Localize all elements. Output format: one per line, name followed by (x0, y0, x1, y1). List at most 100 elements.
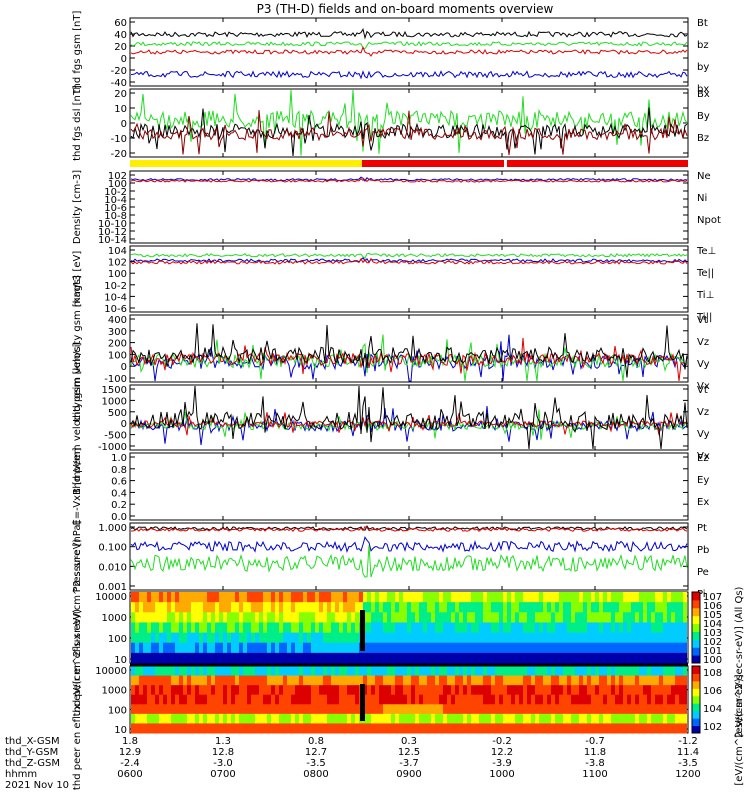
heatmap-cell (631, 704, 635, 715)
heatmap-cell (591, 592, 595, 603)
series-Pt (130, 525, 688, 531)
heatmap-cell (627, 675, 631, 686)
heatmap-cell (295, 713, 299, 724)
heatmap-cell (263, 704, 267, 715)
heatmap-cell (191, 723, 195, 734)
heatmap-cell (231, 642, 235, 654)
heatmap-cell (599, 632, 603, 644)
heatmap-cell (631, 612, 635, 623)
heatmap-cell (171, 685, 175, 696)
heatmap-cell (567, 713, 571, 724)
heatmap-cell (619, 632, 623, 644)
heatmap-cell (379, 642, 383, 654)
heatmap-cell (223, 622, 227, 634)
heatmap-cell (431, 694, 435, 705)
heatmap-cell (135, 666, 139, 677)
heatmap-cell (455, 612, 459, 623)
heatmap-cell (143, 704, 147, 715)
heatmap-cell (551, 704, 555, 715)
heatmap-cell (355, 642, 359, 654)
heatmap-cell (243, 685, 247, 696)
heatmap-cell (627, 666, 631, 677)
ytick-label-1-2: 0 (121, 119, 127, 130)
heatmap-cell (619, 713, 623, 724)
heatmap-cell (307, 602, 311, 613)
heatmap-cell (203, 723, 207, 734)
heatmap-cell (175, 666, 179, 677)
ytick-label-7-2: 0.010 (98, 562, 127, 573)
heatmap-cell (479, 694, 483, 705)
heatmap-cell (459, 713, 463, 724)
heatmap-cell (499, 675, 503, 686)
heatmap-cell (151, 632, 155, 644)
heatmap-cell (515, 685, 519, 696)
heatmap-cell (367, 675, 371, 686)
heatmap-cell (311, 652, 315, 664)
heatmap-cell (683, 592, 687, 603)
heatmap-cell (287, 622, 291, 634)
heatmap-cell (611, 652, 615, 664)
heatmap-cell (567, 723, 571, 734)
heatmap-cell (227, 666, 231, 677)
heatmap-cell (443, 622, 447, 634)
legend-6-2: Ex (697, 497, 709, 508)
heatmap-cell (263, 685, 267, 696)
series-Pe (130, 545, 688, 578)
heatmap-cell (291, 612, 295, 623)
heatmap-cell (155, 666, 159, 677)
heatmap-cell (499, 704, 503, 715)
heatmap-cell (251, 652, 255, 664)
heatmap-cell (403, 685, 407, 696)
heatmap-cell (463, 704, 467, 715)
heatmap-cell (223, 675, 227, 686)
heatmap-cell (191, 592, 195, 603)
heatmap-cell (531, 632, 535, 644)
heatmap-cell (223, 632, 227, 644)
heatmap-cell (419, 632, 423, 644)
heatmap-cell (619, 685, 623, 696)
heatmap-cell (475, 612, 479, 623)
heatmap-cell (575, 642, 579, 654)
heatmap-cell (659, 704, 663, 715)
heatmap-cell (451, 704, 455, 715)
heatmap-cell (327, 666, 331, 677)
heatmap-cell (663, 592, 667, 603)
heatmap-cell (251, 704, 255, 715)
heatmap-cell (475, 713, 479, 724)
heatmap-cell (375, 592, 379, 603)
heatmap-cell (479, 675, 483, 686)
heatmap-cell (419, 675, 423, 686)
heatmap-cell (451, 652, 455, 664)
heatmap-cell (679, 694, 683, 705)
heatmap-cell (263, 632, 267, 644)
heatmap-cell (379, 602, 383, 613)
heatmap-cell (175, 592, 179, 603)
heatmap-cell (375, 666, 379, 677)
heatmap-cell (371, 685, 375, 696)
heatmap-cell (471, 602, 475, 613)
heatmap-cell (571, 632, 575, 644)
ephem-X-value: -0.2 (492, 736, 512, 747)
heatmap-cell (131, 592, 135, 603)
colorbar-top-tick-5: 102 (703, 637, 722, 648)
heatmap-cell (299, 704, 303, 715)
heatmap-cell (519, 622, 523, 634)
heatmap-cell (259, 642, 263, 654)
heatmap-cell (667, 723, 671, 734)
heatmap-cell (459, 652, 463, 664)
heatmap-cell (619, 675, 623, 686)
heatmap-cell (519, 723, 523, 734)
heatmap-cell (559, 666, 563, 677)
series-Ne (130, 178, 688, 183)
heatmap-cell (631, 666, 635, 677)
heatmap-cell (563, 723, 567, 734)
heatmap-cell (503, 652, 507, 664)
ylabel-2: Density [cm-3] (72, 170, 83, 244)
heatmap-cell (295, 602, 299, 613)
heatmap-cell (411, 685, 415, 696)
heatmap-cell (599, 592, 603, 603)
heatmap-cell (547, 602, 551, 613)
series-Npot (130, 176, 688, 183)
heatmap-cell (259, 694, 263, 705)
heatmap-cell (667, 713, 671, 724)
